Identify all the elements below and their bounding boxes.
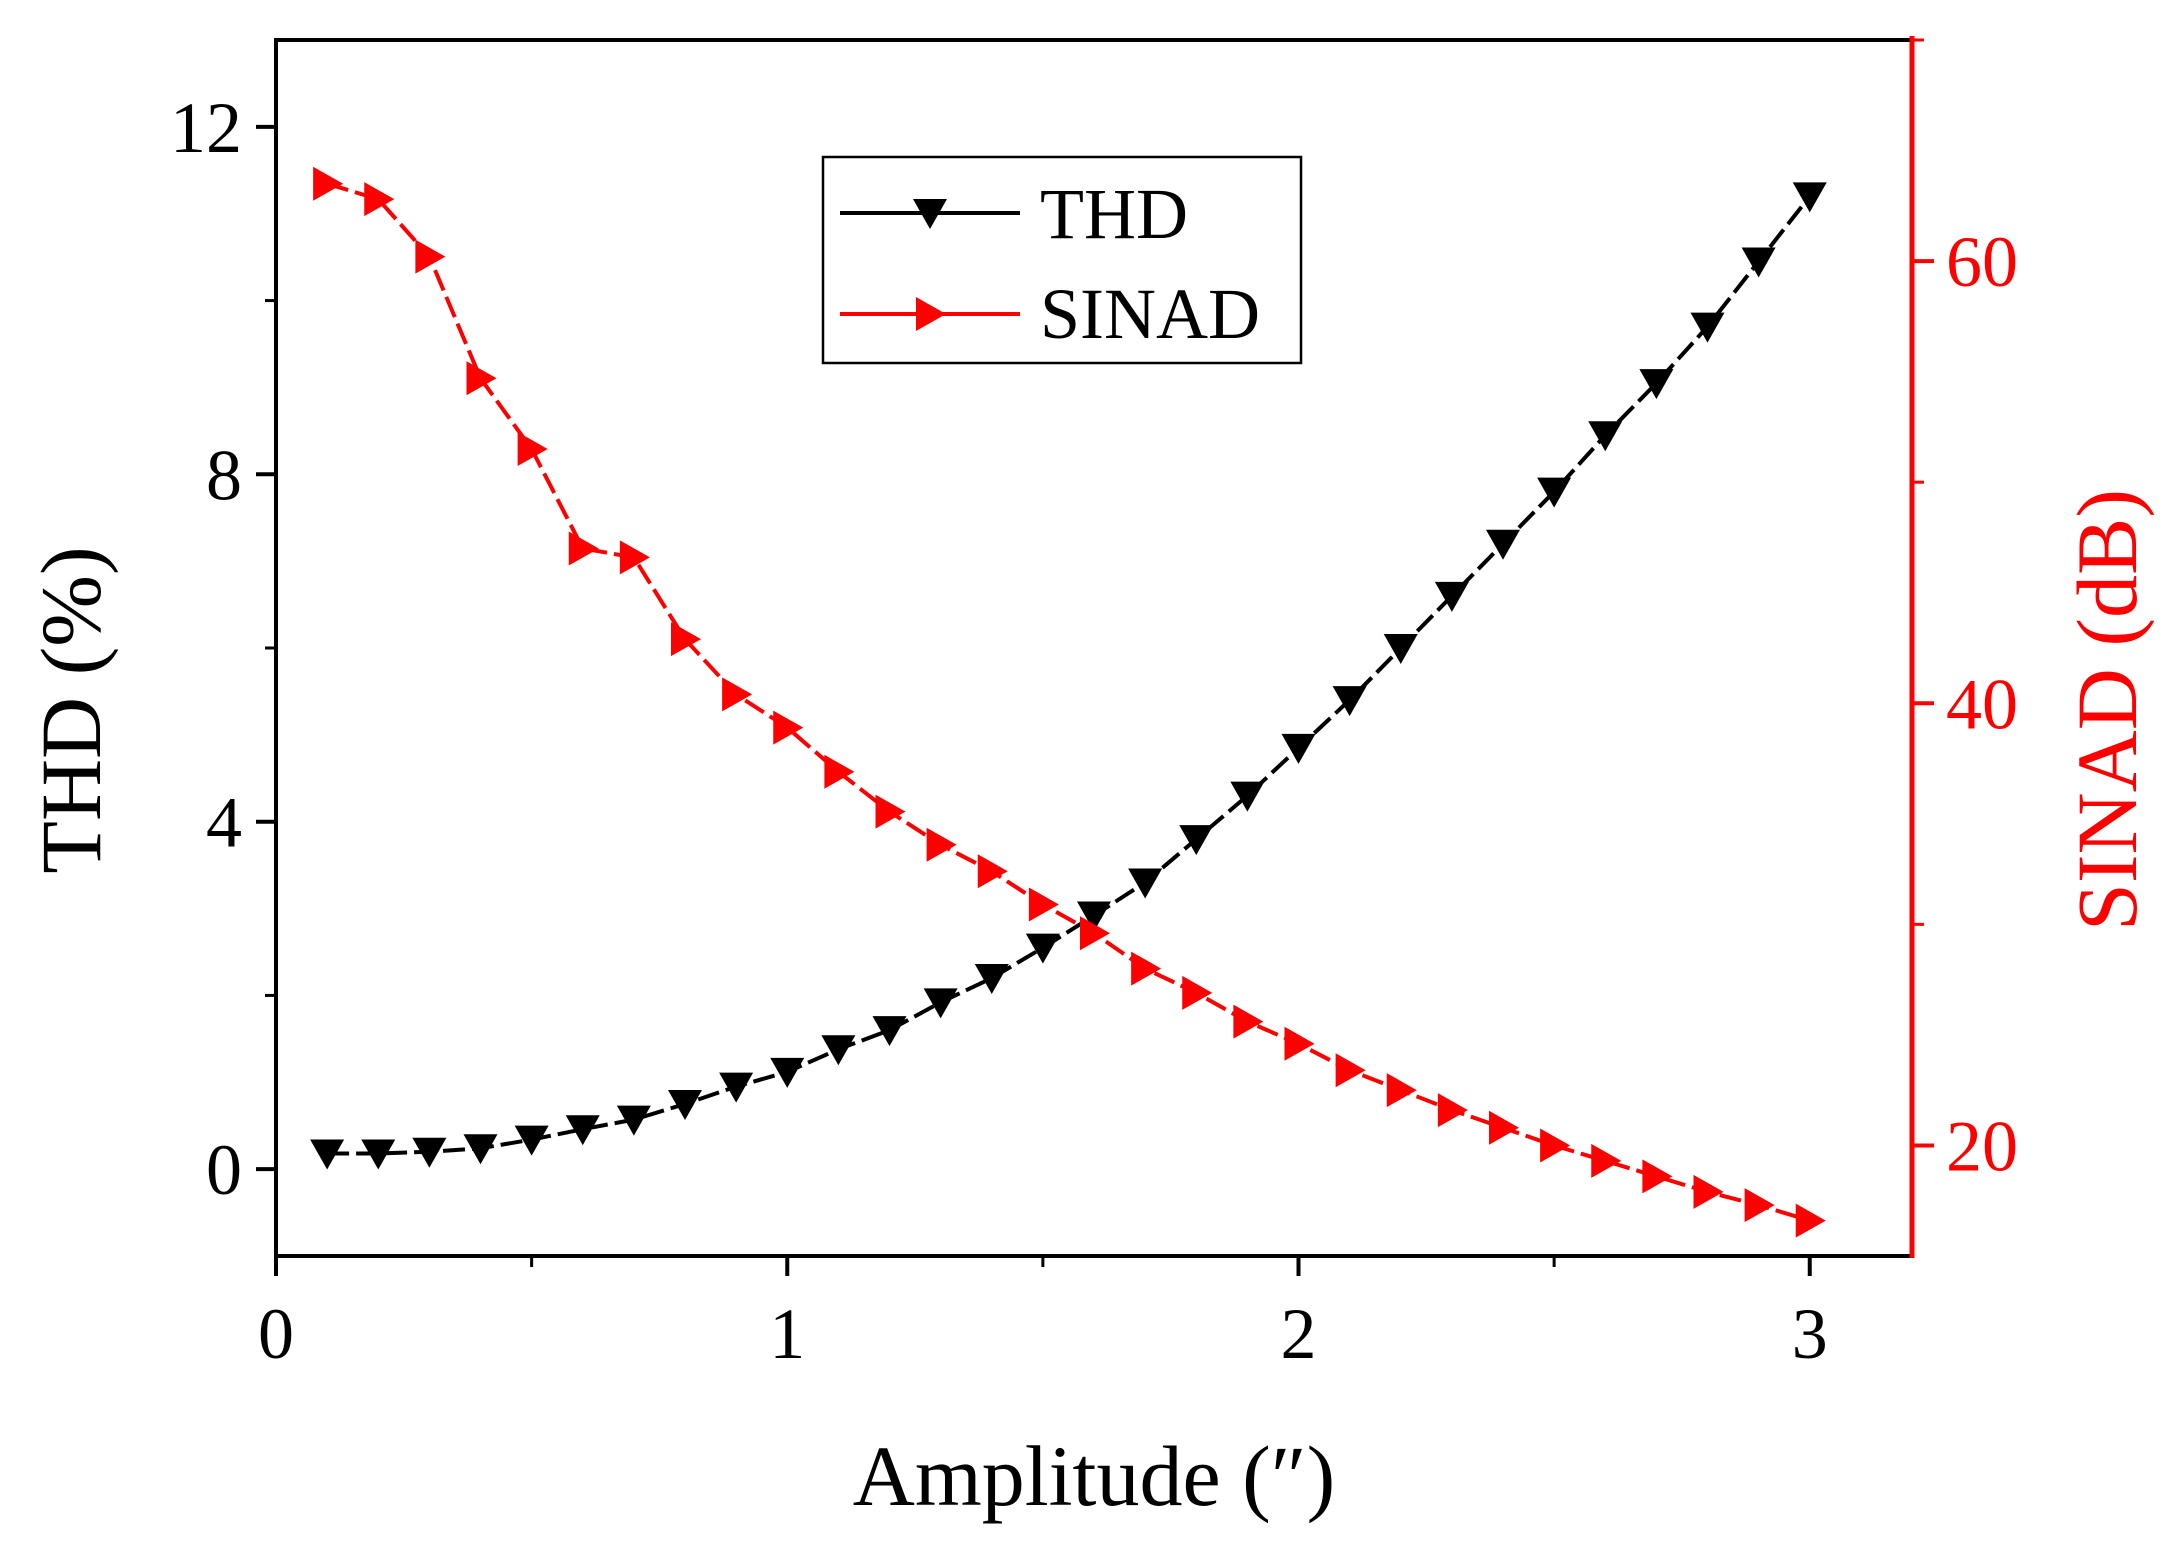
sinad-point — [1386, 1073, 1417, 1108]
right-tick-label: 20 — [1946, 1106, 2018, 1186]
legend-sinad-label: SINAD — [1040, 274, 1260, 354]
thd-point — [1434, 581, 1469, 612]
thd-point — [1128, 868, 1163, 899]
sinad-point — [466, 361, 497, 396]
thd-point — [1281, 733, 1316, 764]
left-tick-label: 12 — [170, 88, 242, 168]
sinad-point — [1489, 1110, 1519, 1145]
sinad-point — [1795, 1203, 1826, 1238]
thd-point — [1639, 369, 1674, 400]
thd-point — [923, 988, 958, 1019]
thd-point — [1179, 825, 1214, 856]
sinad-series — [313, 166, 1826, 1238]
legend: THD SINAD — [821, 155, 1303, 365]
x-axis-ticks: 0 1 2 3 — [258, 1256, 1828, 1374]
thd-point — [1792, 182, 1827, 213]
sinad-point — [1744, 1188, 1775, 1223]
right-axis-ticks: 20 40 60 — [1912, 38, 2018, 1186]
legend-thd-label: THD — [1040, 174, 1188, 254]
left-axis-label: THD (%) — [23, 546, 119, 873]
sinad-point — [773, 710, 804, 745]
sinad-point — [1642, 1159, 1673, 1194]
sinad-point — [671, 622, 701, 657]
sinad-point — [415, 239, 446, 274]
thd-point — [412, 1137, 447, 1168]
sinad-point — [1182, 975, 1213, 1010]
sinad-point — [619, 540, 650, 575]
x-tick-label: 2 — [1281, 1294, 1317, 1374]
right-axis-label: SINAD (dB) — [2059, 489, 2155, 931]
sinad-point — [1437, 1093, 1468, 1128]
sinad-point — [1540, 1128, 1571, 1163]
sinad-point — [824, 754, 855, 789]
right-tick-label: 40 — [1946, 664, 2018, 744]
thd-point — [668, 1090, 702, 1120]
thd-point — [872, 1016, 907, 1047]
thd-point — [770, 1057, 805, 1088]
sinad-point — [1693, 1174, 1724, 1209]
thd-point — [719, 1072, 754, 1103]
thd-point — [1690, 312, 1725, 343]
thd-point — [361, 1139, 396, 1170]
thd-point — [1230, 781, 1265, 812]
sinad-point — [1284, 1026, 1315, 1061]
sinad-point — [1591, 1143, 1622, 1178]
legend-box — [821, 155, 1303, 365]
right-tick-label: 60 — [1946, 222, 2018, 302]
thd-point — [310, 1139, 345, 1170]
legend-thd-marker — [913, 199, 947, 229]
thd-point — [463, 1134, 498, 1165]
thd-point — [1741, 247, 1776, 278]
sinad-point — [875, 794, 906, 829]
thd-point — [1332, 686, 1367, 717]
sinad-point — [1028, 887, 1059, 922]
sinad-point — [926, 827, 957, 862]
thd-point — [1588, 421, 1623, 452]
left-tick-label: 0 — [206, 1130, 242, 1210]
sinad-point — [722, 677, 753, 712]
thd-point — [1025, 933, 1060, 964]
x-tick-label: 3 — [1792, 1294, 1828, 1374]
left-tick-label: 8 — [206, 435, 242, 515]
sinad-point — [364, 182, 395, 217]
sinad-point — [568, 531, 599, 566]
x-tick-label: 0 — [258, 1294, 294, 1374]
thd-point — [1383, 634, 1418, 664]
thd-point — [514, 1125, 549, 1156]
x-axis-label: Amplitude (″) — [853, 1428, 1335, 1524]
thd-point — [974, 964, 1009, 995]
sinad-point — [1131, 951, 1162, 986]
thd-point — [565, 1115, 600, 1146]
thd-point — [1537, 477, 1572, 508]
legend-sinad-marker — [916, 297, 946, 331]
sinad-point — [517, 432, 548, 467]
left-axis-ticks: 0 4 8 12 — [170, 88, 276, 1210]
thd-point — [821, 1035, 856, 1066]
thd-point — [1077, 901, 1111, 932]
x-tick-label: 1 — [769, 1294, 805, 1374]
sinad-point — [977, 854, 1008, 889]
sinad-point — [1080, 916, 1110, 951]
thd-point — [616, 1105, 651, 1136]
thd-series — [310, 182, 1827, 1170]
left-tick-label: 4 — [206, 783, 242, 863]
sinad-point — [1233, 1004, 1264, 1039]
sinad-point — [1335, 1053, 1366, 1088]
thd-point — [1486, 529, 1520, 560]
sinad-point — [313, 166, 344, 201]
